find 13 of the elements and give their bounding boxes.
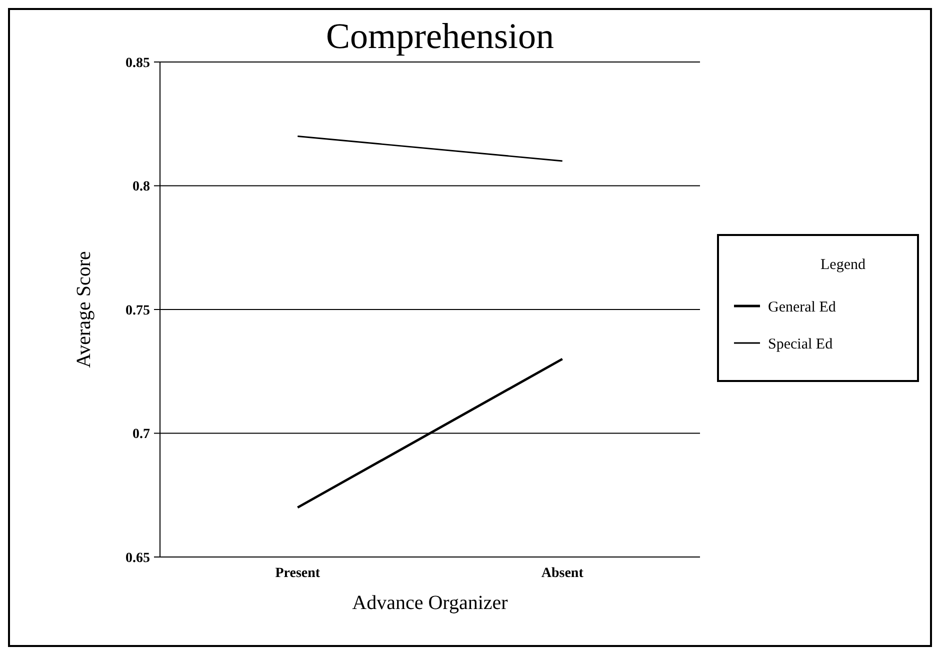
y-axis-title: Average Score xyxy=(73,250,95,368)
y-tick-label: 0.8 xyxy=(132,180,150,195)
legend-label: General Ed xyxy=(768,299,836,316)
y-tick-label: 0.75 xyxy=(126,303,150,318)
chart-title: Comprehension xyxy=(326,16,554,56)
y-tick-label: 0.85 xyxy=(126,56,150,71)
x-axis-title: Advance Organizer xyxy=(352,592,508,614)
x-tick-label: Absent xyxy=(541,566,584,581)
legend-title: Legend xyxy=(820,257,866,273)
y-tick-label: 0.65 xyxy=(126,550,150,566)
x-tick-label: Present xyxy=(275,566,320,581)
legend-label: Special Ed xyxy=(768,336,834,352)
y-tick-label: 0.7 xyxy=(132,427,150,442)
